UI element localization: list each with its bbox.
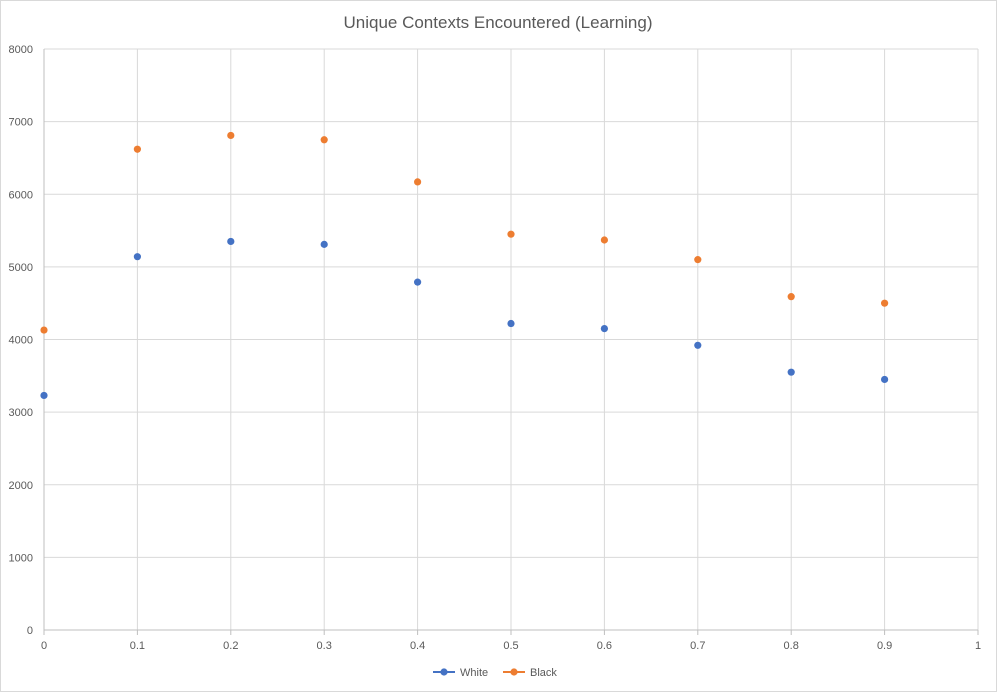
x-tick-label: 0.6 xyxy=(597,640,612,652)
y-tick-labels: 0 1000 2000 3000 4000 5000 6000 7000 8000 xyxy=(9,44,33,637)
y-tick-label: 0 xyxy=(27,625,33,637)
y-tick-label: 2000 xyxy=(9,480,33,492)
legend-marker-black xyxy=(510,668,518,676)
x-tick-label: 0.9 xyxy=(877,640,892,652)
x-tick-label: 1 xyxy=(975,640,981,652)
x-tick-label: 0 xyxy=(41,640,47,652)
point-white xyxy=(507,319,515,328)
legend-label-black: Black xyxy=(530,667,557,679)
x-tick-label: 0.3 xyxy=(317,640,332,652)
axes xyxy=(43,49,979,635)
point-black xyxy=(600,236,609,244)
point-black xyxy=(507,230,515,238)
point-black xyxy=(414,178,422,186)
y-tick-label: 6000 xyxy=(9,189,33,201)
y-tick-label: 4000 xyxy=(9,335,33,347)
legend-label-white: White xyxy=(460,667,488,679)
x-tick-label: 0.7 xyxy=(690,640,705,652)
legend-marker-white xyxy=(440,668,448,676)
point-white xyxy=(787,368,795,376)
x-tick-label: 0.4 xyxy=(410,640,425,652)
x-tick-labels: 0 0.1 0.2 0.3 0.4 0.5 0.6 0.7 0.8 0.9 1 xyxy=(41,640,981,652)
point-white xyxy=(881,375,889,384)
point-white xyxy=(600,325,609,333)
x-tick-label: 0.5 xyxy=(503,640,518,652)
point-white xyxy=(320,240,328,248)
point-white xyxy=(133,253,141,261)
data-points xyxy=(40,131,889,400)
chart-title: Unique Contexts Encountered (Learning) xyxy=(343,13,652,32)
point-black xyxy=(40,326,48,334)
point-black xyxy=(320,136,328,144)
point-black xyxy=(133,145,141,153)
point-black xyxy=(881,299,889,307)
grid xyxy=(44,48,979,630)
y-tick-label: 1000 xyxy=(9,552,33,564)
y-tick-label: 8000 xyxy=(9,44,33,56)
x-tick-label: 0.2 xyxy=(223,640,238,652)
x-tick-label: 0.1 xyxy=(130,640,145,652)
y-tick-label: 7000 xyxy=(9,117,33,129)
legend: White Black xyxy=(433,667,557,679)
point-white xyxy=(227,237,235,246)
point-black xyxy=(227,131,235,140)
point-white xyxy=(414,278,422,286)
y-tick-label: 3000 xyxy=(9,407,33,419)
y-tick-label: 5000 xyxy=(9,262,33,274)
point-white xyxy=(694,341,702,349)
point-white xyxy=(40,391,48,400)
point-black xyxy=(787,293,795,301)
point-black xyxy=(694,256,702,264)
x-tick-label: 0.8 xyxy=(784,640,799,652)
